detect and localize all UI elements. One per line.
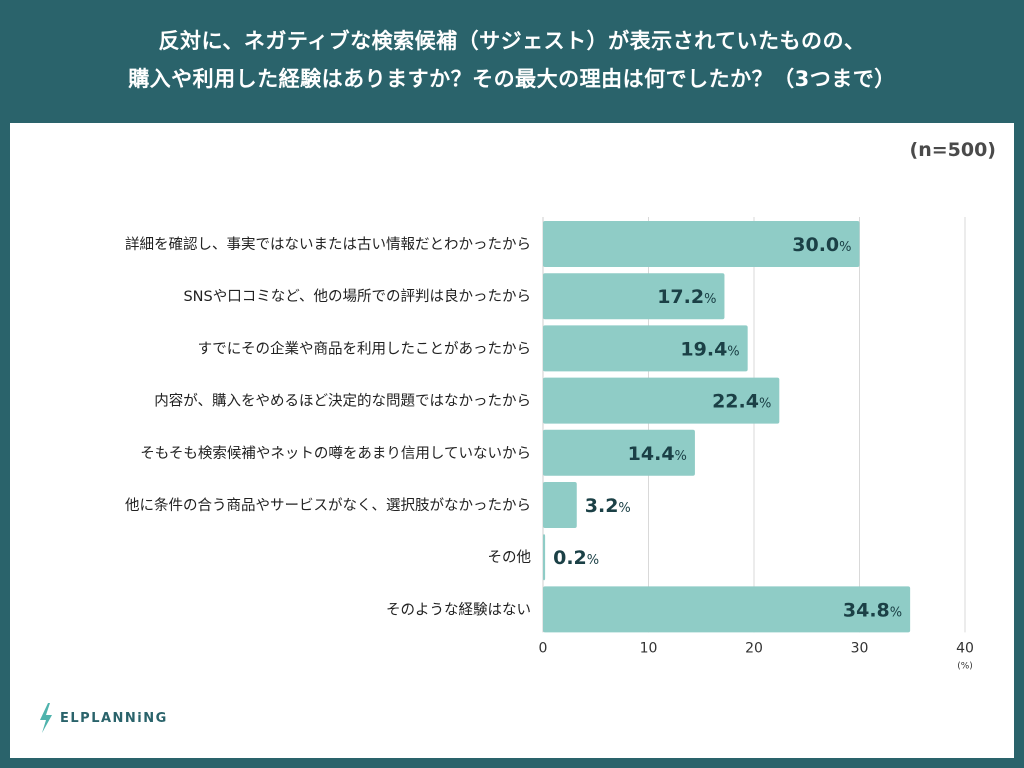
bar xyxy=(543,534,546,581)
company-logo: ELPLANNiNG xyxy=(38,703,168,733)
x-tick-label: 20 xyxy=(745,640,763,656)
value-label: 19.4% xyxy=(680,338,739,360)
title-line-1: 反対に、ネガティブな検索候補（サジェスト）が表示されていたものの、 xyxy=(158,29,866,53)
value-label: 17.2% xyxy=(657,286,716,308)
category-label: その他 xyxy=(488,549,532,566)
title-line-2: 購入や利用した経験はありますか？その最大の理由は何でしたか？（3つまで） xyxy=(128,67,896,91)
chart-title: 反対に、ネガティブな検索候補（サジェスト）が表示されていたものの、 購入や利用し… xyxy=(0,22,1024,98)
category-label: そのような経験はない xyxy=(386,601,531,618)
lightning-bolt-icon xyxy=(40,703,52,733)
bar xyxy=(543,221,860,267)
category-label: そもそも検索候補やネットの噂をあまり信用していないから xyxy=(140,445,531,462)
value-label: 30.0% xyxy=(792,234,851,256)
bar xyxy=(543,482,577,528)
value-label: 0.2% xyxy=(553,547,599,569)
sample-size-label: (n=500) xyxy=(909,139,996,161)
category-label: SNSや口コミなど、他の場所での評判は良かったから xyxy=(183,288,531,305)
category-label: すでにその企業や商品を利用したことがあったから xyxy=(198,339,531,357)
category-label: 内容が、購入をやめるほど決定的な問題ではなかったから xyxy=(154,393,531,410)
bar xyxy=(543,273,725,320)
value-label: 3.2% xyxy=(585,495,631,517)
bar xyxy=(543,325,748,372)
x-tick-label: 30 xyxy=(851,640,869,656)
bar xyxy=(543,586,911,633)
x-tick-label: 10 xyxy=(640,640,658,656)
x-tick-label: 40 xyxy=(956,640,974,656)
x-axis-unit: (%) xyxy=(957,661,973,671)
value-label: 34.8% xyxy=(843,599,902,621)
category-label: 詳細を確認し、事実ではないまたは古い情報だとわかったから xyxy=(125,236,531,253)
value-label: 14.4% xyxy=(628,443,687,465)
bar xyxy=(543,429,695,476)
value-label: 22.4% xyxy=(712,391,771,413)
x-tick-label: 0 xyxy=(539,640,548,656)
logo-text: ELPLANNiNG xyxy=(60,710,168,726)
category-label: 他に条件の合う商品やサービスがなく、選択肢がなかったから xyxy=(125,497,531,514)
bar xyxy=(543,377,780,424)
